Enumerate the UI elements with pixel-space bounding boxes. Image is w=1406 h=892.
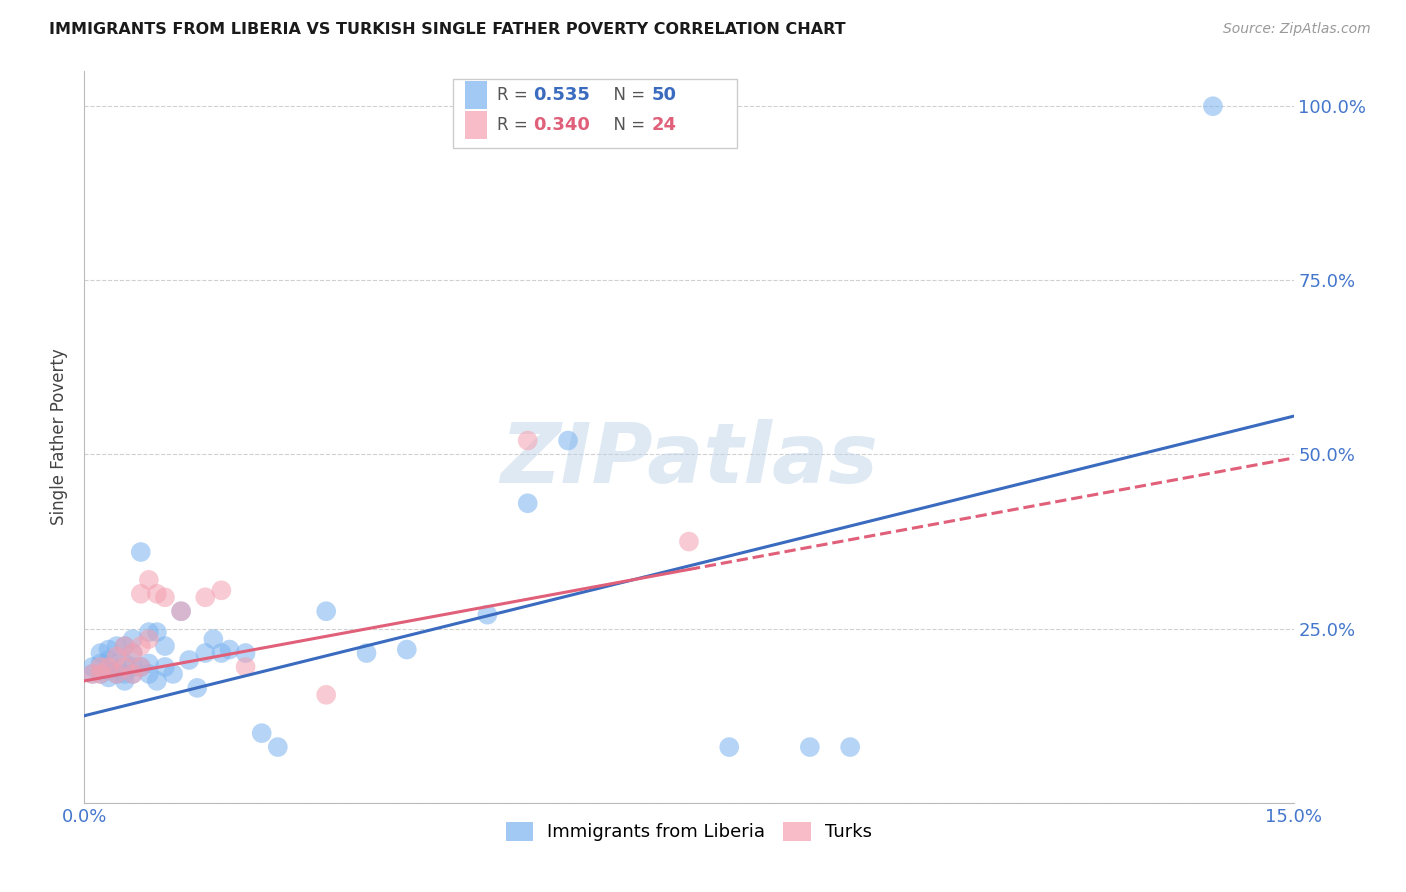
Point [218, 642, 240, 657]
Text: ZIPatlas: ZIPatlas [501, 418, 877, 500]
Point [121, 632, 143, 646]
Point [89, 667, 111, 681]
Point [114, 673, 136, 688]
Point [250, 726, 273, 740]
Point [209, 646, 232, 660]
Point [89, 660, 111, 674]
Text: N =: N = [603, 86, 651, 103]
FancyBboxPatch shape [453, 78, 737, 148]
Point [89, 646, 111, 660]
Text: 0.340: 0.340 [533, 116, 591, 134]
Point [114, 657, 136, 671]
Point [105, 649, 128, 664]
Point [315, 604, 337, 618]
Point [146, 673, 169, 688]
Point [105, 639, 128, 653]
Text: IMMIGRANTS FROM LIBERIA VS TURKISH SINGLE FATHER POVERTY CORRELATION CHART: IMMIGRANTS FROM LIBERIA VS TURKISH SINGL… [49, 22, 846, 37]
Point [114, 639, 136, 653]
Point [839, 740, 862, 755]
Point [170, 604, 193, 618]
Point [477, 607, 499, 622]
Point [121, 667, 143, 681]
Point [97, 664, 120, 678]
Point [97, 660, 120, 674]
Point [129, 639, 152, 653]
Point [89, 667, 111, 681]
Point [121, 660, 143, 674]
Text: 50: 50 [651, 86, 676, 103]
Point [186, 681, 208, 695]
Point [129, 587, 152, 601]
Point [516, 434, 538, 448]
Point [1202, 99, 1225, 113]
Point [138, 657, 160, 671]
Point [179, 653, 201, 667]
Point [718, 740, 741, 755]
Point [129, 545, 152, 559]
Point [194, 646, 217, 660]
Text: 0.535: 0.535 [533, 86, 591, 103]
Y-axis label: Single Father Poverty: Single Father Poverty [51, 349, 69, 525]
Point [267, 740, 290, 755]
Point [202, 632, 225, 646]
Point [356, 646, 378, 660]
Point [235, 646, 257, 660]
Point [138, 625, 160, 640]
Text: R =: R = [496, 116, 533, 134]
Point [162, 667, 184, 681]
Point [114, 660, 136, 674]
Point [209, 583, 232, 598]
Point [105, 667, 128, 681]
Point [678, 534, 700, 549]
Point [97, 653, 120, 667]
Point [105, 657, 128, 671]
Point [129, 660, 152, 674]
Point [138, 667, 160, 681]
Point [121, 667, 143, 681]
Point [138, 573, 160, 587]
Point [97, 642, 120, 657]
Point [315, 688, 337, 702]
Point [129, 660, 152, 674]
Point [557, 434, 579, 448]
Point [799, 740, 821, 755]
Text: Source: ZipAtlas.com: Source: ZipAtlas.com [1223, 22, 1371, 37]
Point [82, 667, 104, 681]
Point [89, 657, 111, 671]
Point [121, 646, 143, 660]
Point [114, 667, 136, 681]
Point [114, 639, 136, 653]
Point [516, 496, 538, 510]
Point [153, 639, 176, 653]
Point [82, 667, 104, 681]
Point [170, 604, 193, 618]
Point [235, 660, 257, 674]
Point [97, 670, 120, 684]
Point [194, 591, 217, 605]
Point [395, 642, 418, 657]
Point [153, 591, 176, 605]
Bar [465, 112, 486, 139]
Text: N =: N = [603, 116, 651, 134]
Point [146, 625, 169, 640]
Text: R =: R = [496, 86, 533, 103]
Point [146, 587, 169, 601]
Text: 24: 24 [651, 116, 676, 134]
Bar [465, 81, 486, 109]
Point [105, 667, 128, 681]
Point [82, 660, 104, 674]
Point [153, 660, 176, 674]
Point [121, 646, 143, 660]
Legend: Immigrants from Liberia, Turks: Immigrants from Liberia, Turks [499, 814, 879, 848]
Point [138, 632, 160, 646]
